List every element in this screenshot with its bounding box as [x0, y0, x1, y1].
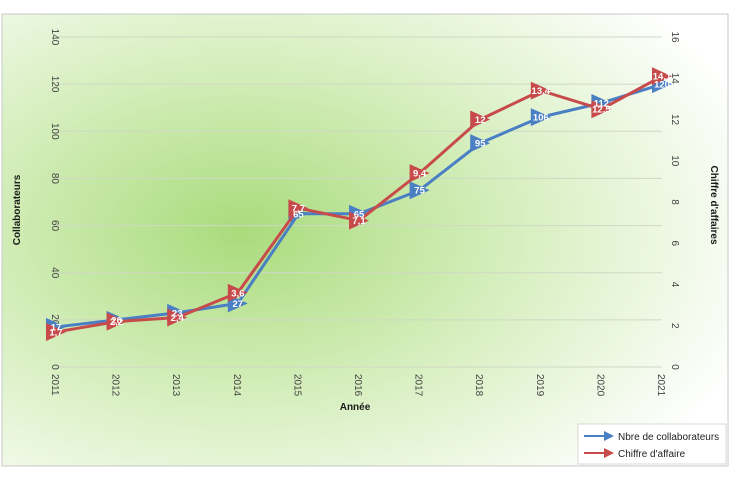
data-label: 1,7	[49, 327, 62, 338]
right-axis-ticks: 0 2 4 6 8 10 12 14 16	[669, 31, 680, 370]
series-chiffre-affaire	[46, 67, 672, 341]
data-label: 65	[293, 209, 304, 220]
x-tick-label: 2020	[594, 374, 605, 397]
data-label: 17	[51, 322, 62, 333]
x-tick-label: 2019	[534, 374, 545, 397]
y-left-tick-label: 20	[49, 314, 60, 326]
data-label: 2,2	[110, 317, 123, 328]
y-left-tick-label: 0	[49, 364, 60, 370]
x-tick-label: 2011	[49, 374, 60, 396]
y-right-tick-label: 10	[669, 155, 680, 167]
y-right-tick-label: 4	[669, 282, 680, 288]
data-point-marker	[288, 199, 309, 218]
data-label: 7,7	[292, 204, 305, 215]
y-right-tick-label: 14	[669, 73, 680, 85]
y-right-tick-label: 6	[669, 240, 680, 246]
data-point-marker	[530, 81, 551, 100]
data-point-marker	[167, 308, 188, 327]
x-tick-label: 2014	[231, 374, 242, 397]
x-axis-ticks: 2011 2012 2013 2014 2015 2016 2017 2018 2019 2020…	[49, 374, 666, 397]
data-point-marker	[227, 283, 248, 302]
y-right-axis-title: Chiffre d'affaires	[708, 165, 719, 245]
y-left-tick-label: 80	[49, 173, 60, 185]
data-point-marker	[46, 322, 66, 341]
y-left-tick-label: 120	[49, 76, 60, 93]
data-label: 14,1	[653, 72, 672, 83]
data-point-marker	[530, 108, 551, 127]
data-label: 2,4	[171, 313, 185, 324]
series-layer	[46, 67, 672, 341]
left-axis-ticks: 0 20 40 60 80 100 120 140	[49, 29, 60, 371]
data-label: 27	[233, 299, 244, 310]
chart-background	[1, 13, 729, 467]
data-point-marker	[470, 110, 491, 129]
legend-item-chiffre-affaire: Chiffre d'affaire	[584, 448, 686, 460]
legend-label-chiffre-affaire: Chiffre d'affaire	[618, 449, 686, 460]
legend-label-collaborateurs: Nbre de collaborateurs	[618, 432, 719, 443]
data-label: 13,4	[532, 86, 551, 97]
data-point-marker	[409, 181, 430, 200]
y-right-tick-label: 8	[669, 199, 680, 205]
data-label: 106	[533, 113, 549, 124]
y-right-tick-label: 0	[669, 364, 680, 370]
y-right-tick-label: 16	[669, 31, 680, 43]
x-tick-label: 2018	[473, 374, 484, 397]
data-label: 65	[354, 209, 365, 220]
data-label: 95	[475, 139, 486, 150]
data-label: 120	[654, 80, 670, 91]
legend-box	[577, 423, 727, 465]
data-point-marker	[591, 100, 612, 119]
y-right-tick-label: 2	[669, 323, 680, 329]
legend-item-collaborateurs: Nbre de collaborateurs	[584, 431, 719, 443]
x-tick-label: 2017	[413, 374, 424, 397]
x-tick-label: 2021	[655, 374, 666, 397]
data-point-marker	[470, 134, 491, 153]
data-label: 12	[475, 115, 486, 126]
y-left-tick-label: 100	[49, 123, 60, 140]
x-tick-label: 2015	[291, 374, 302, 397]
data-label: 23	[172, 308, 183, 319]
y-right-tick-label: 12	[669, 114, 680, 126]
data-label: 75	[414, 186, 425, 197]
x-tick-label: 2013	[170, 374, 181, 397]
data-label: 9,4	[413, 169, 427, 180]
data-label: 7,1	[352, 216, 366, 227]
data-point-marker	[106, 312, 127, 331]
y-left-tick-label: 140	[49, 29, 60, 46]
x-tick-label: 2012	[110, 374, 121, 397]
data-label: 3,6	[231, 288, 244, 299]
y-left-tick-label: 60	[49, 220, 60, 232]
data-label: 20	[111, 315, 122, 326]
data-point-marker	[349, 211, 369, 230]
data-label: 12,5	[592, 105, 611, 116]
y-left-tick-label: 40	[49, 267, 60, 279]
y-left-axis-title: Collaborateurs	[12, 174, 23, 245]
data-point-marker	[409, 164, 430, 183]
data-point-marker	[652, 67, 672, 86]
data-label: 112	[594, 99, 609, 110]
x-axis-title: Année	[340, 402, 371, 413]
x-tick-label: 2016	[352, 374, 363, 397]
